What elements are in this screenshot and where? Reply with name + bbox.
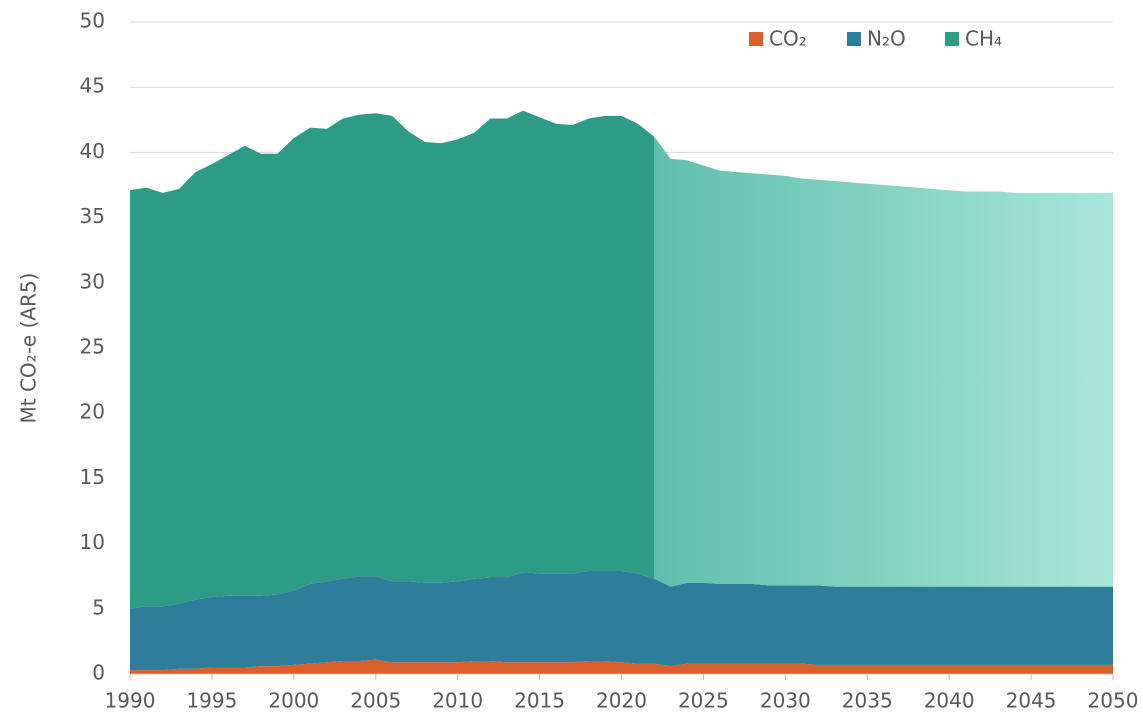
y-axis-label: Mt CO₂-e (AR5) (17, 273, 41, 424)
x-tick-label: 2010 (432, 689, 483, 713)
x-tick-label: 2025 (678, 689, 729, 713)
area (130, 659, 1113, 674)
x-tick-label: 2020 (596, 689, 647, 713)
x-tick-label: 1995 (186, 689, 237, 713)
area (130, 570, 1113, 671)
y-tick-label: 45 (80, 74, 105, 98)
x-tick-label: 2005 (350, 689, 401, 713)
x-tick-label: 2035 (842, 689, 893, 713)
legend-label: CO₂ (769, 27, 807, 51)
y-tick-label: 50 (80, 9, 105, 33)
y-tick-label: 30 (80, 269, 105, 293)
legend-label: CH₄ (965, 27, 1002, 51)
legend-swatch (945, 32, 959, 46)
x-tick-label: 2050 (1088, 689, 1139, 713)
y-tick-label: 20 (80, 400, 105, 424)
x-tick-label: 2045 (1006, 689, 1057, 713)
legend-swatch (749, 32, 763, 46)
y-tick-label: 40 (80, 139, 105, 163)
y-tick-label: 35 (80, 204, 105, 228)
y-tick-label: 25 (80, 335, 105, 359)
x-tick-label: 2030 (760, 689, 811, 713)
x-tick-label: 2040 (924, 689, 975, 713)
y-tick-label: 15 (80, 465, 105, 489)
area (130, 110, 1113, 609)
y-tick-label: 10 (80, 530, 105, 554)
x-tick-label: 1990 (105, 689, 156, 713)
x-tick-label: 2015 (514, 689, 565, 713)
legend-label: N₂O (867, 27, 906, 51)
y-tick-label: 0 (92, 661, 105, 685)
y-tick-label: 5 (92, 595, 105, 619)
x-tick-label: 2000 (268, 689, 319, 713)
legend-swatch (847, 32, 861, 46)
